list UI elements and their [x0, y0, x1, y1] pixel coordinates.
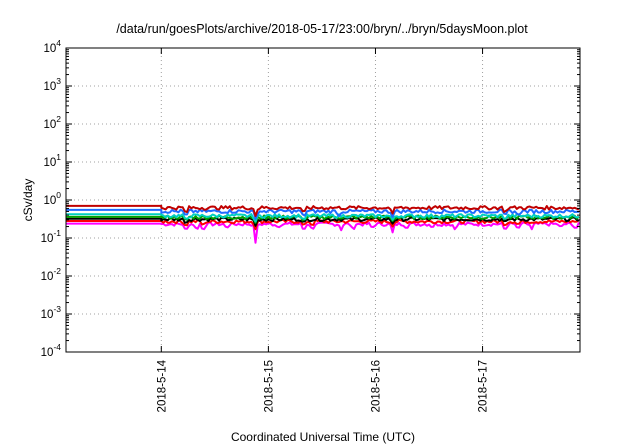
series-line-0	[66, 221, 580, 244]
x-axis-ticks: 2018-5-14 2018-5-15 2018-5-16 2018-5-17	[156, 48, 490, 412]
grid	[66, 48, 580, 352]
x-tick-label: 2018-5-15	[263, 360, 275, 412]
y-axis-ticks: 104 103 102 101 100 10-1 10-2 10-3 10-4	[41, 38, 580, 359]
y-tick-label: 103	[43, 76, 61, 93]
series-line-4	[66, 213, 579, 223]
y-tick-label: 104	[43, 38, 61, 55]
x-tick-label: 2018-5-17	[478, 360, 490, 412]
y-tick-label: 10-1	[41, 228, 62, 245]
series-line-6	[66, 204, 580, 217]
chart-title: /data/run/goesPlots/archive/2018-05-17/2…	[116, 22, 528, 36]
y-tick-label: 10-3	[41, 304, 62, 321]
y-axis-label: cSv/day	[21, 179, 35, 222]
series-layer	[66, 204, 580, 244]
x-tick-label: 2018-5-14	[156, 359, 168, 412]
y-tick-label: 10-4	[41, 342, 62, 359]
y-tick-label: 10-2	[41, 266, 62, 283]
x-tick-label: 2018-5-16	[370, 360, 382, 412]
y-tick-label: 100	[43, 190, 61, 207]
x-axis-label: Coordinated Universal Time (UTC)	[231, 430, 415, 444]
series-line-1	[66, 218, 580, 231]
y-tick-label: 102	[43, 114, 61, 131]
y-tick-label: 101	[43, 152, 61, 169]
